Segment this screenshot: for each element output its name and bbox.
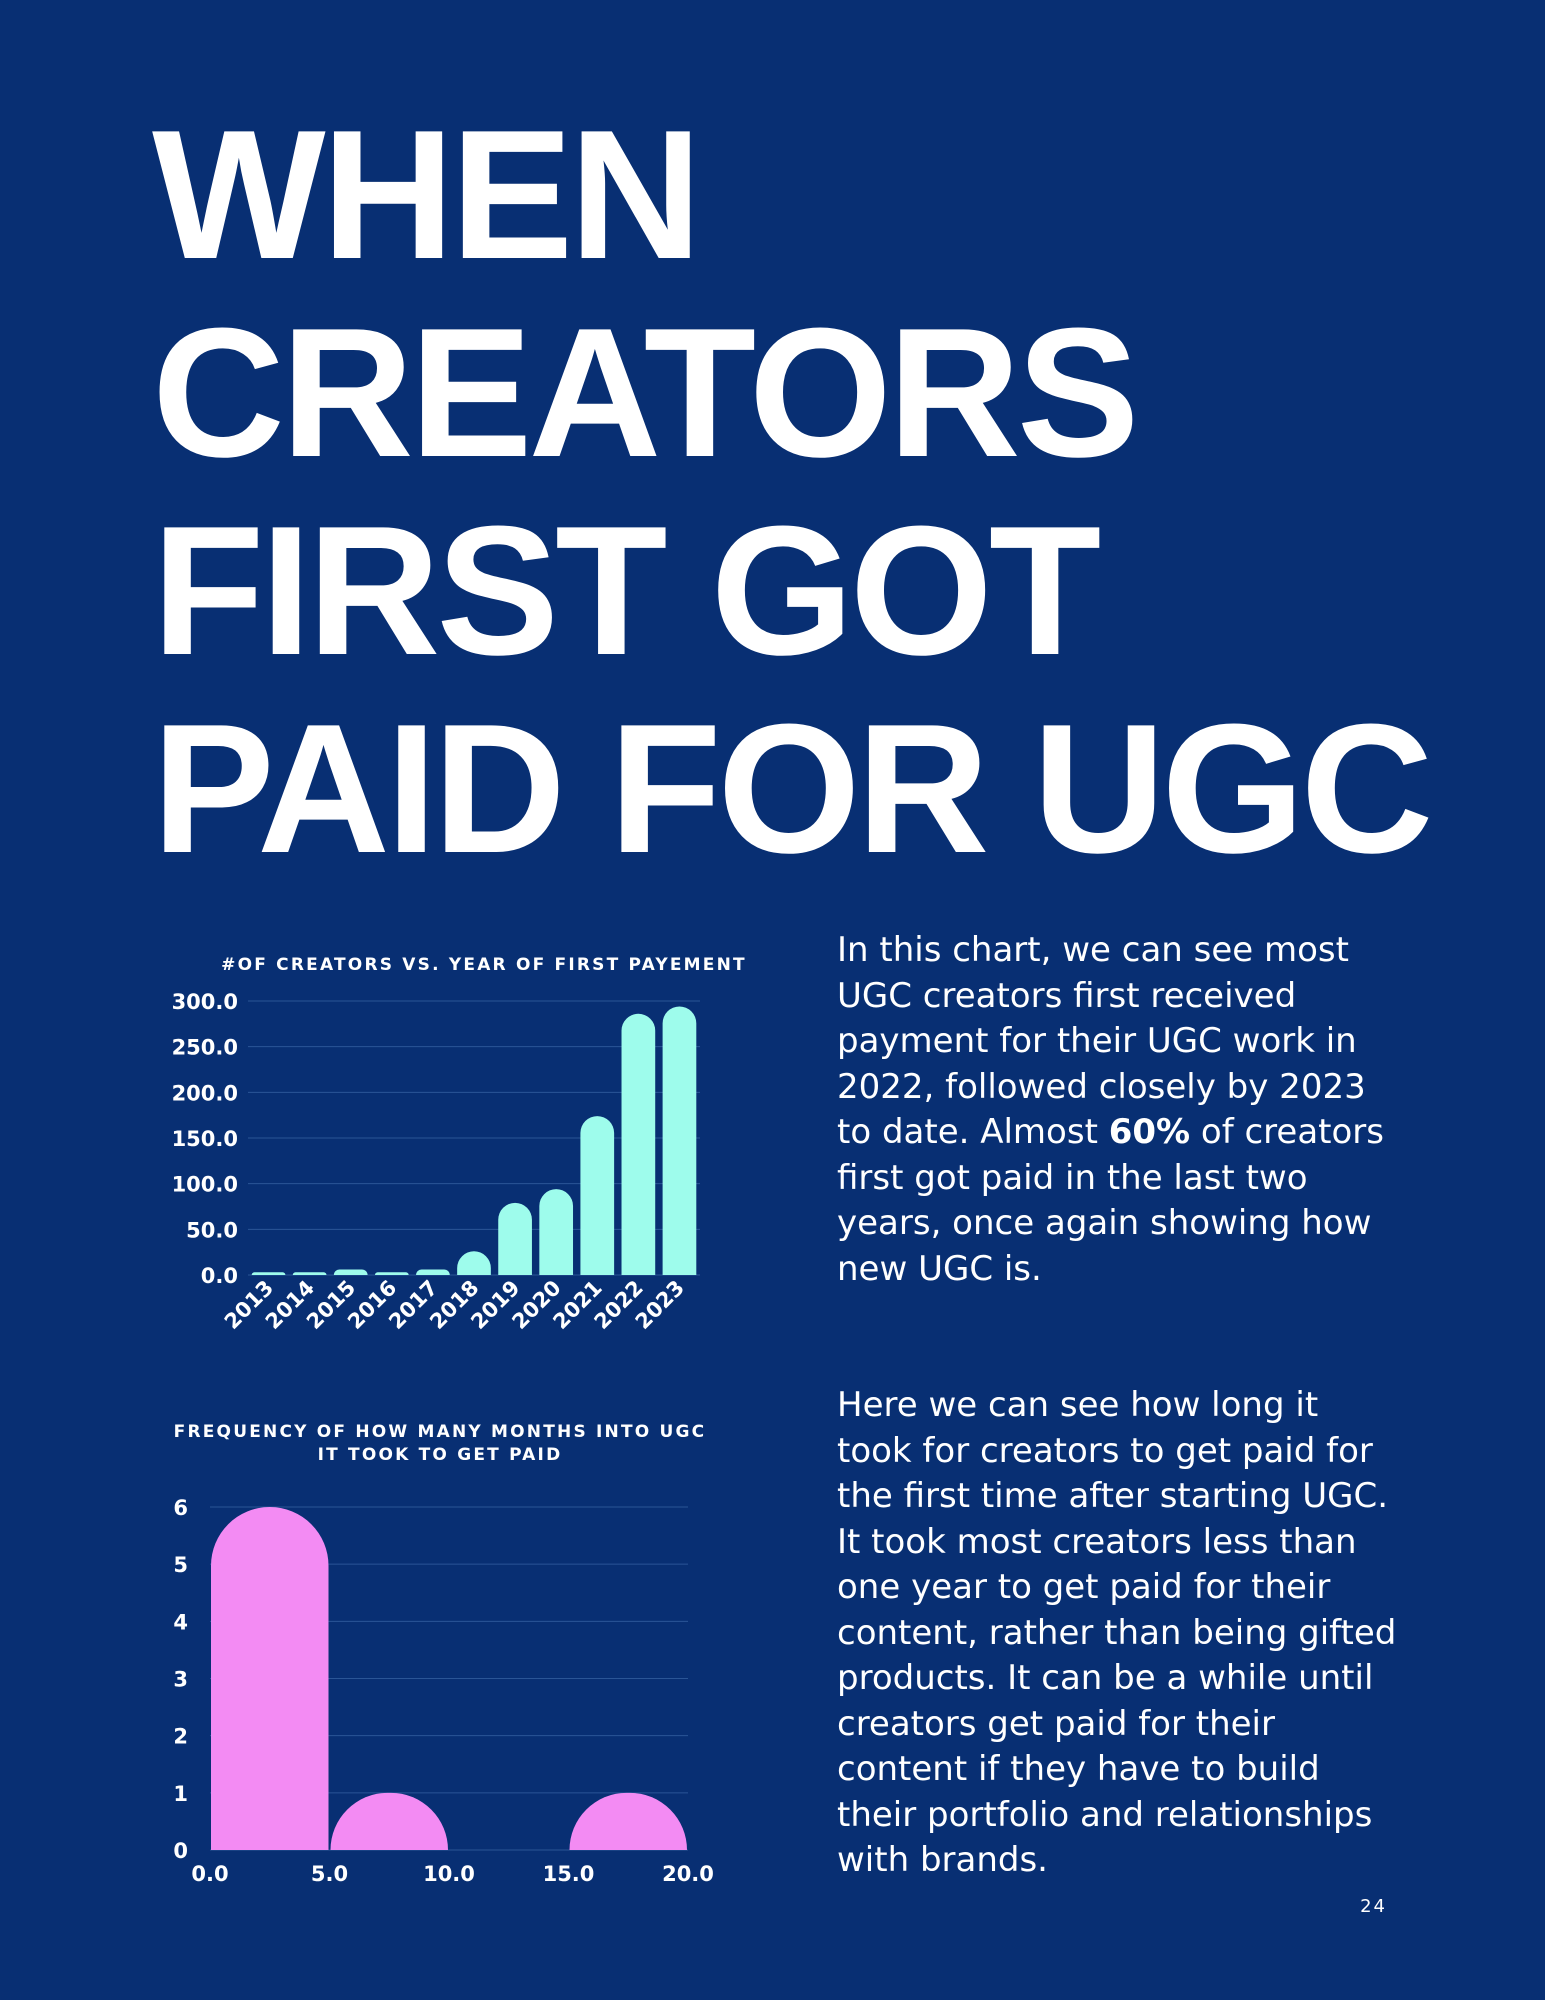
title-line: CREATORS (152, 289, 1140, 495)
bar-2017 (416, 1269, 450, 1275)
y-tick-label: 50.0 (186, 1218, 238, 1242)
y-tick-label: 0.0 (201, 1264, 238, 1288)
bar-2021 (580, 1116, 615, 1275)
bar-2014 (292, 1272, 327, 1275)
bar-bin-0-5 (211, 1507, 329, 1850)
y-tick-label: 3 (173, 1668, 188, 1692)
y-tick-label: 4 (173, 1610, 188, 1634)
year-first-payment-chart: #OF CREATORS VS. YEAR OF FIRST PAYEMENT 0… (140, 945, 745, 1365)
chart1-description-text: In this chart, we can see most UGC creat… (837, 930, 1366, 1152)
y-tick-label: 0 (173, 1839, 188, 1863)
x-tick-label: 5.0 (311, 1862, 348, 1886)
y-tick-label: 300.0 (172, 990, 238, 1014)
year-first-payment-chart-svg: #OF CREATORS VS. YEAR OF FIRST PAYEMENT 0… (172, 955, 745, 1334)
y-tick-label: 200.0 (172, 1081, 238, 1105)
bar-2015 (333, 1269, 368, 1275)
bar-2018 (457, 1251, 491, 1275)
x-tick-label: 0.0 (191, 1862, 228, 1886)
x-tick-label: 20.0 (662, 1862, 714, 1886)
y-tick-label: 1 (173, 1782, 188, 1806)
bar-2019 (498, 1202, 532, 1275)
title-line: FIRST GOT (152, 487, 1101, 693)
y-tick-label: 150.0 (172, 1127, 238, 1151)
x-tick-label: 15.0 (543, 1862, 595, 1886)
title-line: PAID FOR UGC (152, 685, 1433, 891)
bar-2023 (662, 1006, 697, 1275)
title-line: WHEN (152, 91, 702, 297)
page-number: 24 (1360, 1896, 1387, 1917)
y-tick-label: 100.0 (172, 1173, 238, 1197)
bar-2016 (374, 1272, 409, 1275)
months-to-paid-chart: FREQUENCY OF HOW MANY MONTHS INTO UGC IT … (150, 1415, 730, 1886)
chart-title: IT TOOK TO GET PAID (318, 1445, 563, 1465)
chart-title: FREQUENCY OF HOW MANY MONTHS INTO UGC (174, 1422, 707, 1442)
y-tick-label: 2 (173, 1725, 188, 1749)
x-tick-label: 10.0 (423, 1862, 475, 1886)
bar-2022 (621, 1013, 656, 1275)
bar-2013 (251, 1272, 286, 1275)
chart-title: #OF CREATORS VS. YEAR OF FIRST PAYEMENT (221, 955, 747, 975)
y-tick-label: 5 (173, 1553, 188, 1577)
bar-bin-5-10 (330, 1792, 448, 1850)
months-to-paid-chart-svg: FREQUENCY OF HOW MANY MONTHS INTO UGC IT … (173, 1422, 714, 1886)
page-title: WHEN CREATORS FIRST GOT PAID FOR UGC (152, 91, 1433, 891)
y-tick-label: 250.0 (172, 1036, 238, 1060)
chart1-description: In this chart, we can see most UGC creat… (837, 928, 1397, 1292)
bar-bin-15-20 (569, 1792, 687, 1850)
chart1-description-text-end: of creators first got paid in the last t… (837, 1112, 1384, 1289)
bar-2020 (539, 1189, 574, 1275)
chart1-description-highlight: 60% (1108, 1112, 1191, 1152)
chart2-description: Here we can see how long it took for cre… (837, 1385, 1397, 1880)
y-tick-label: 6 (173, 1496, 188, 1520)
